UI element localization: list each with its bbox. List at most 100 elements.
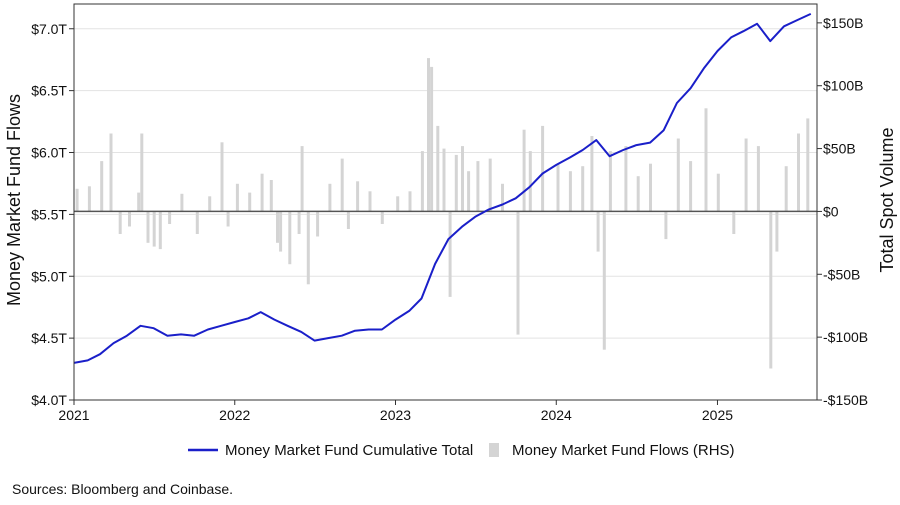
flow-bar-7: [140, 133, 144, 212]
flow-bar-25: [300, 146, 304, 212]
cumulative-line: [73, 12, 812, 364]
flow-bar-58: [608, 151, 612, 212]
flow-bar-74: [806, 118, 810, 212]
flow-bar-30: [346, 211, 350, 229]
flow-bar-26: [306, 211, 310, 285]
flow-bar-17: [235, 183, 239, 212]
legend: Money Market Fund Cumulative Total Money…: [188, 442, 735, 459]
flow-bar-38: [430, 66, 434, 212]
flow-bar-12: [180, 193, 184, 212]
flow-bar-18: [248, 192, 252, 212]
flow-bar-2: [100, 161, 104, 212]
flow-bar-53: [568, 171, 572, 212]
flow-bar-72: [784, 166, 788, 212]
flow-bar-45: [476, 161, 480, 212]
flow-bar-55: [590, 136, 594, 212]
flow-bar-20: [269, 180, 273, 212]
flow-bar-36: [420, 151, 424, 212]
flow-bar-14: [208, 196, 212, 212]
flow-bar-44: [467, 171, 471, 212]
flow-bar-35: [408, 191, 412, 212]
flow-bar-65: [704, 108, 708, 212]
flow-bar-70: [769, 211, 773, 369]
gridlines: [74, 28, 817, 401]
flow-bar-40: [442, 148, 446, 212]
right-tick-label-5: $100B: [823, 78, 863, 94]
flow-bar-24: [297, 211, 301, 234]
right-tick-label-2: -$50B: [823, 266, 860, 282]
flow-bar-16: [226, 211, 230, 227]
flow-bar-43: [461, 146, 464, 212]
flow-bar-61: [649, 163, 652, 212]
flow-bar-15: [220, 142, 224, 212]
flow-bar-27: [316, 211, 320, 237]
x-axis-ticks: 2021 2022 2023 2024 2025: [58, 400, 733, 423]
flow-bar-3: [109, 133, 113, 212]
right-tick-label-1: -$100B: [823, 329, 868, 345]
flow-bar-23: [288, 211, 292, 265]
flow-bar-37: [427, 58, 430, 212]
flow-bar-22: [279, 211, 283, 252]
flow-bar-19: [260, 173, 264, 212]
flow-bar-47: [501, 183, 504, 212]
left-tick-label-6: $7.0T: [31, 21, 67, 37]
flow-bar-66: [716, 173, 720, 212]
flow-bar-71: [775, 211, 779, 252]
right-tick-label-6: $150B: [823, 15, 863, 31]
left-tick-label-4: $6.0T: [31, 145, 67, 161]
flow-bar-42: [454, 154, 458, 212]
x-tick-label-2: 2023: [380, 407, 411, 423]
flow-bars: [75, 58, 810, 369]
flow-bar-6: [137, 192, 141, 212]
flow-bar-50: [528, 151, 532, 212]
flow-bar-13: [195, 211, 199, 234]
flow-bar-62: [664, 211, 668, 240]
flow-bar-21: [276, 211, 279, 243]
flow-bar-73: [797, 133, 800, 212]
flow-bar-69: [756, 146, 760, 212]
left-tick-label-2: $5.0T: [31, 268, 67, 284]
flow-bar-33: [380, 211, 384, 224]
x-tick-label-0: 2021: [58, 407, 89, 423]
plot-frame: [73, 3, 818, 401]
right-tick-label-4: $50B: [823, 141, 856, 157]
right-tick-label-0: -$150B: [823, 392, 868, 408]
flow-bar-10: [158, 211, 162, 250]
flow-bar-51: [541, 125, 545, 212]
left-axis-title: Money Market Fund Flows: [4, 94, 24, 306]
flow-bar-57: [602, 211, 606, 350]
flow-bar-52: [556, 163, 560, 212]
flow-bar-9: [152, 211, 156, 247]
flow-bar-49: [522, 129, 526, 212]
flow-bar-8: [146, 211, 150, 243]
source-note: Sources: Bloomberg and Coinbase.: [12, 481, 233, 497]
left-tick-label-5: $6.5T: [31, 83, 67, 99]
flow-bar-31: [356, 181, 360, 212]
right-axis-ticks: -$150B -$100B -$50B $0 $50B $100B $150B: [817, 15, 868, 408]
flow-bar-63: [676, 138, 680, 212]
flow-bar-54: [581, 166, 585, 212]
flow-bar-5: [128, 211, 131, 227]
cumulative-line-path: [73, 12, 812, 364]
x-tick-label-4: 2025: [702, 407, 733, 423]
flow-bar-11: [168, 211, 172, 224]
flow-bar-64: [689, 161, 693, 212]
flow-bar-1: [87, 186, 91, 212]
flow-bar-29: [340, 158, 344, 212]
flow-bar-48: [516, 211, 520, 335]
legend-label-cumulative: Money Market Fund Cumulative Total: [225, 442, 473, 459]
left-tick-label-3: $5.5T: [31, 206, 67, 222]
x-tick-label-3: 2024: [541, 407, 572, 423]
flow-bar-4: [118, 211, 122, 234]
flow-bar-34: [396, 196, 400, 212]
right-axis-title: Total Spot Volume: [877, 127, 897, 272]
legend-label-flows: Money Market Fund Flows (RHS): [512, 442, 735, 459]
left-tick-label-1: $4.5T: [31, 330, 67, 346]
flow-bar-56: [596, 211, 600, 252]
left-axis-ticks: $4.0T $4.5T $5.0T $5.5T $6.0T $6.5T $7.0T: [31, 21, 74, 408]
flow-bar-41: [448, 211, 452, 297]
flow-bar-46: [488, 158, 492, 212]
flow-bar-60: [636, 176, 640, 212]
